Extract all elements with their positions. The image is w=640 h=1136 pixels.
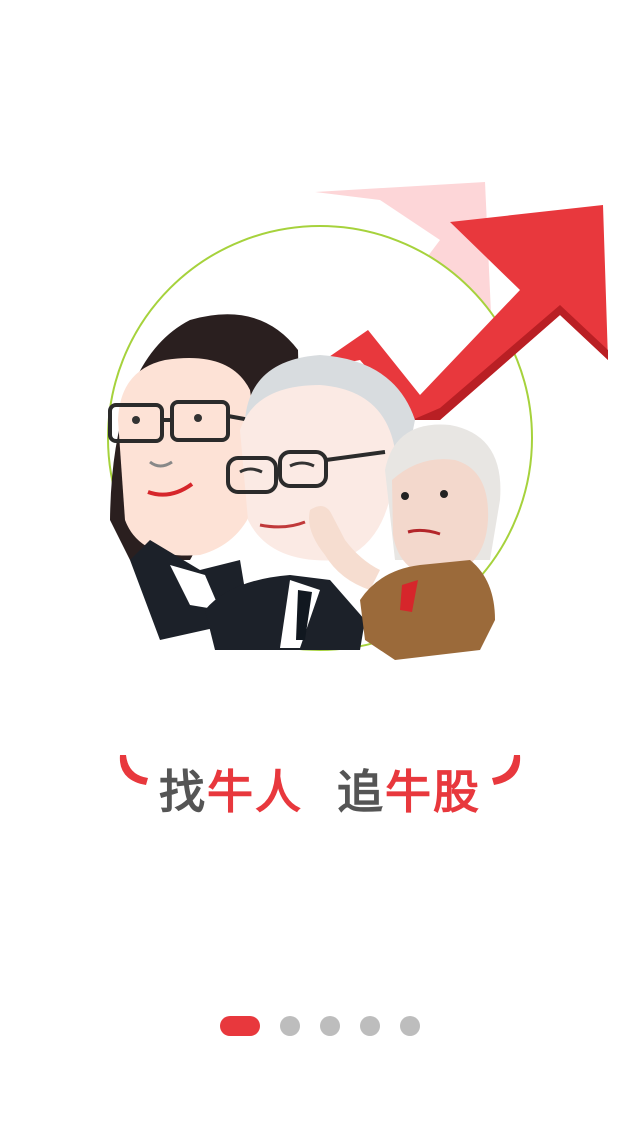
slogan: 找牛人 追牛股: [0, 762, 640, 822]
investor-portrait-right: [309, 424, 501, 660]
onboarding-illustration: [107, 182, 608, 660]
right-horn-icon: [492, 755, 521, 785]
investor-portrait-middle: [205, 355, 415, 650]
slogan-part1-red: 牛人: [207, 765, 303, 819]
investor-portrait-left: [108, 314, 300, 640]
page-dot-4[interactable]: [360, 1016, 380, 1036]
red-rising-arrow-icon: [310, 205, 608, 420]
page-indicator: [0, 1016, 640, 1036]
slogan-part1-gray: 找: [159, 765, 207, 819]
slogan-part2-red: 牛股: [385, 765, 481, 819]
page-dot-5[interactable]: [400, 1016, 420, 1036]
page-dot-1[interactable]: [220, 1016, 260, 1036]
slogan-part2-gray: 追: [337, 765, 385, 819]
slogan-horns: [119, 755, 521, 785]
page-dot-3[interactable]: [320, 1016, 340, 1036]
left-horn-icon: [119, 755, 148, 785]
page-dot-2[interactable]: [280, 1016, 300, 1036]
